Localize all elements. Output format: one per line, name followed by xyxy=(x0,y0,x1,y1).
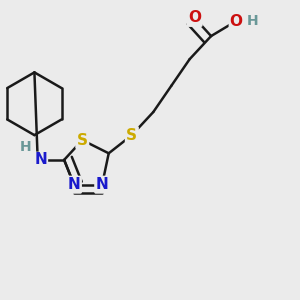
Text: S: S xyxy=(126,128,137,142)
Text: S: S xyxy=(77,133,88,148)
Text: O: O xyxy=(188,11,201,26)
Text: H: H xyxy=(247,14,259,28)
Text: N: N xyxy=(96,177,109,192)
Text: N: N xyxy=(68,177,80,192)
Text: N: N xyxy=(34,152,47,167)
Text: H: H xyxy=(20,140,31,154)
Text: O: O xyxy=(230,14,242,29)
